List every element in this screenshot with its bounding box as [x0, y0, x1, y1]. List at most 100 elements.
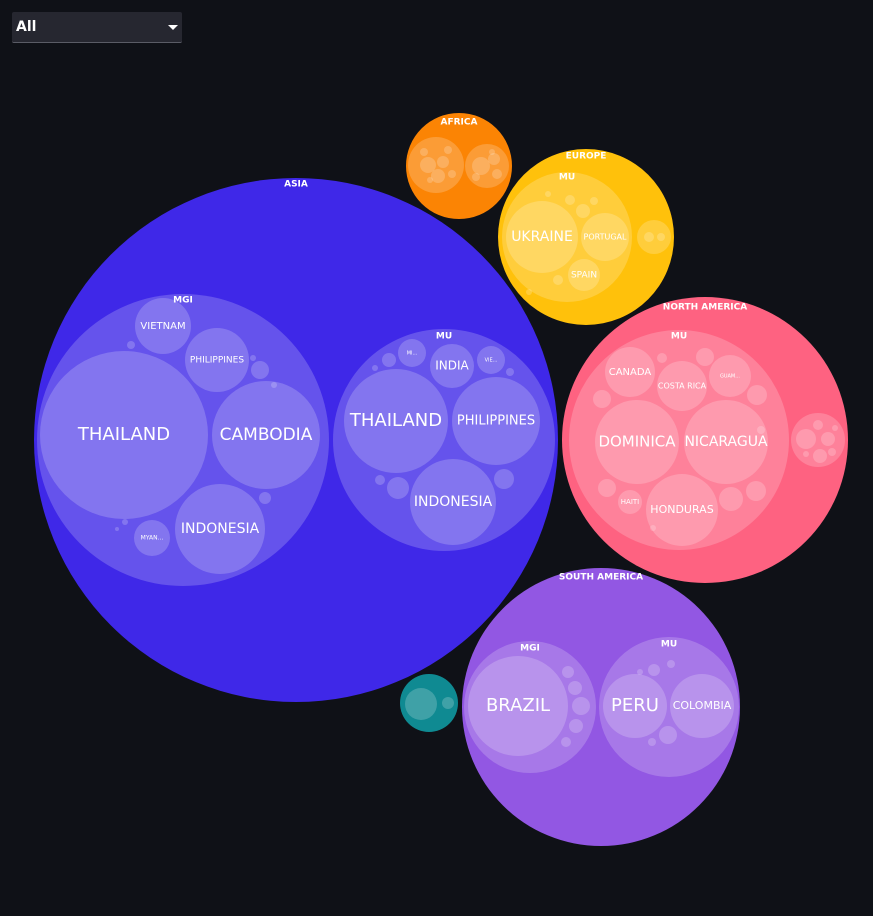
asia-mu-small-3[interactable] [375, 475, 385, 485]
africa-small-4[interactable] [444, 146, 452, 154]
na-mu-small-5[interactable] [696, 348, 714, 366]
na-other-small-0[interactable] [796, 429, 816, 449]
na-mu-dominica[interactable] [595, 400, 679, 484]
other-small[interactable] [442, 697, 454, 709]
europe-mu-small-1[interactable] [565, 195, 575, 205]
europe-mu-ukraine[interactable] [506, 201, 578, 273]
africa-small-11[interactable] [489, 149, 495, 155]
europe-mu-small-0[interactable] [576, 204, 590, 218]
na-mu-honduras[interactable] [646, 474, 718, 546]
asia-mgi-small-4[interactable] [271, 382, 277, 388]
europe-mu-small-3[interactable] [553, 275, 563, 285]
na-mu-small-1[interactable] [747, 385, 767, 405]
na-other-small-1[interactable] [821, 432, 835, 446]
africa-small-1[interactable] [437, 156, 449, 168]
europe-mu-small-2[interactable] [590, 197, 598, 205]
asia-mu-small-0[interactable] [387, 477, 409, 499]
continent-south-america[interactable] [462, 568, 740, 846]
sa-mu[interactable] [599, 637, 739, 777]
europe-mu-small-5[interactable] [526, 289, 532, 295]
na-mu-small-7[interactable] [757, 426, 765, 434]
na-mu-small-3[interactable] [719, 487, 743, 511]
africa-small-0[interactable] [420, 157, 436, 173]
continent-asia[interactable] [34, 178, 558, 702]
africa-small-2[interactable] [431, 169, 445, 183]
asia-mu[interactable] [333, 329, 555, 551]
asia-mu-3[interactable] [430, 344, 474, 388]
asia-mu-4[interactable] [398, 339, 426, 367]
europe-mu-small-4[interactable] [545, 191, 551, 197]
sa-mgi-small-4[interactable] [561, 737, 571, 747]
asia-mu-small-5[interactable] [372, 365, 378, 371]
continent-europe[interactable] [498, 149, 674, 325]
sa-mu-small-4[interactable] [637, 669, 643, 675]
na-mu-small-0[interactable] [593, 390, 611, 408]
na-mu[interactable] [569, 330, 789, 550]
asia-mgi-vietnam[interactable] [135, 298, 191, 354]
na-mu-small-8[interactable] [650, 525, 656, 531]
na-mu-canada[interactable] [605, 347, 655, 397]
sa-mu-small-1[interactable] [648, 664, 660, 676]
asia-mu-small-1[interactable] [494, 469, 514, 489]
continent-africa[interactable] [406, 113, 512, 219]
na-mu-haiti[interactable] [618, 490, 642, 514]
na-other[interactable] [791, 413, 845, 467]
europe-mu[interactable] [502, 172, 632, 302]
africa-small-5[interactable] [427, 177, 433, 183]
asia-mgi-cambodia[interactable] [212, 381, 320, 489]
sa-mgi[interactable] [464, 641, 596, 773]
asia-mgi-small-1[interactable] [259, 492, 271, 504]
sa-mu-peru[interactable] [603, 674, 667, 738]
sa-mu-colombia[interactable] [670, 674, 734, 738]
asia-mgi-indonesia[interactable] [175, 484, 265, 574]
sa-mu-small-2[interactable] [667, 660, 675, 668]
na-mu-guam[interactable] [709, 355, 751, 397]
asia-mu-5[interactable] [477, 346, 505, 374]
africa-small-9[interactable] [492, 169, 502, 179]
asia-mgi-small-6[interactable] [115, 527, 119, 531]
europe-other[interactable] [637, 220, 671, 254]
europe-mu-portugal[interactable] [581, 213, 629, 261]
asia-mgi-thailand[interactable] [40, 351, 208, 519]
sa-mgi-small-2[interactable] [569, 719, 583, 733]
asia-mgi-small-5[interactable] [122, 519, 128, 525]
asia-mgi-philippines[interactable] [185, 328, 249, 392]
asia-mgi[interactable] [37, 294, 329, 586]
sa-mgi-small-3[interactable] [562, 666, 574, 678]
na-other-small-6[interactable] [832, 425, 838, 431]
sa-mu-small-3[interactable] [648, 738, 656, 746]
na-other-small-3[interactable] [813, 420, 823, 430]
africa-cluster-2[interactable] [465, 144, 509, 188]
africa-small-8[interactable] [488, 153, 500, 165]
sa-mgi-small-1[interactable] [568, 681, 582, 695]
europe-other-small-0[interactable] [644, 232, 654, 242]
na-mu-small-4[interactable] [746, 481, 766, 501]
africa-small-3[interactable] [420, 148, 428, 156]
continent-north-america[interactable] [562, 297, 848, 583]
na-mu-small-6[interactable] [657, 353, 667, 363]
africa-cluster-1[interactable] [408, 137, 464, 193]
filter-dropdown[interactable]: All [12, 12, 182, 43]
asia-mu-0[interactable] [344, 369, 448, 473]
sa-mgi-brazil[interactable] [468, 656, 568, 756]
na-mu-costarica[interactable] [657, 361, 707, 411]
other-cluster[interactable] [405, 688, 437, 720]
asia-mgi-small-2[interactable] [250, 355, 256, 361]
europe-other-small-1[interactable] [657, 233, 665, 241]
asia-mgi-myan[interactable] [134, 520, 170, 556]
na-other-small-2[interactable] [813, 449, 827, 463]
asia-mgi-small-0[interactable] [251, 361, 269, 379]
asia-mu-small-2[interactable] [382, 353, 396, 367]
asia-mu-2[interactable] [410, 459, 496, 545]
asia-mu-1[interactable] [452, 377, 540, 465]
na-other-small-5[interactable] [803, 451, 809, 457]
asia-mgi-small-3[interactable] [127, 341, 135, 349]
africa-small-6[interactable] [448, 170, 456, 178]
na-mu-small-2[interactable] [598, 479, 616, 497]
sa-mu-small-0[interactable] [659, 726, 677, 744]
africa-small-7[interactable] [472, 157, 490, 175]
asia-mu-small-4[interactable] [506, 368, 514, 376]
europe-mu-spain[interactable] [568, 259, 600, 291]
na-mu-nicaragua[interactable] [684, 400, 768, 484]
na-other-small-4[interactable] [828, 448, 836, 456]
